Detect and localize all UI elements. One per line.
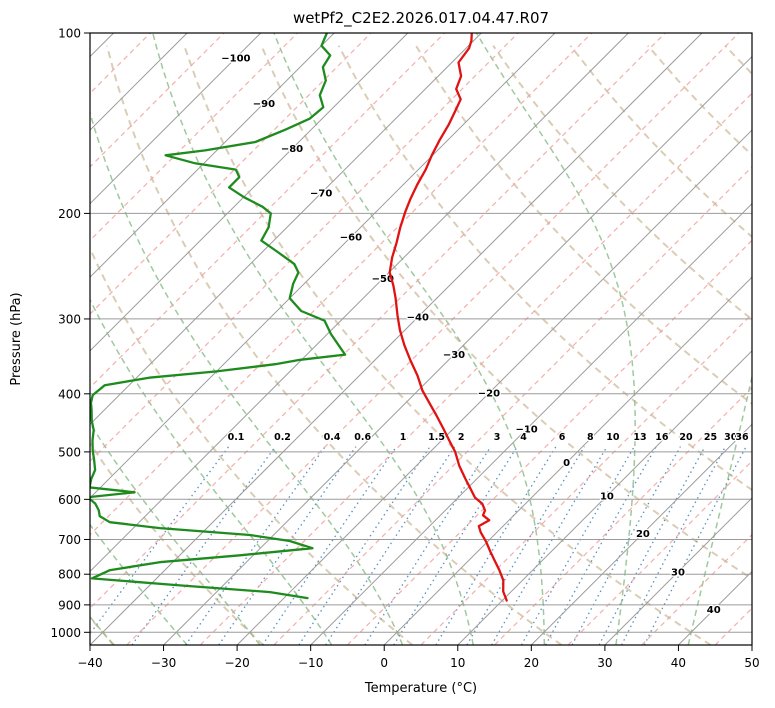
isotherm-label: −80 (281, 144, 303, 155)
x-tick-label: 50 (744, 656, 759, 670)
isotherm-label: −50 (372, 274, 394, 285)
isotherm-label: 30 (671, 567, 685, 578)
chart-title: wetPf2_C2E2.2026.017.04.47.R07 (293, 9, 549, 28)
generated-layers: −100−90−80−70−60−50−40−30−20−10010203040… (50, 27, 759, 671)
x-tick-label: −10 (298, 656, 323, 670)
y-tick-label: 500 (58, 445, 81, 459)
mixing-ratio-label: 1 (400, 432, 407, 443)
dewpoint-profile-line (90, 33, 347, 600)
moist-adiabats (90, 33, 752, 645)
isotherm-label: 0 (563, 458, 570, 469)
mixing-ratio-label: 6 (559, 432, 566, 443)
isotherm-label: −60 (340, 233, 362, 244)
x-tick-label: 30 (597, 656, 612, 670)
y-tick-label: 900 (58, 598, 81, 612)
mixing-ratio-label: 0.2 (274, 432, 291, 443)
mixing-ratio-label: 20 (679, 432, 693, 443)
mixing-ratio-label: 10 (606, 432, 620, 443)
pressure-gridlines (90, 33, 752, 633)
mixing-ratio-label: 0.4 (324, 432, 341, 443)
mixing-ratio-label: 0.1 (228, 432, 245, 443)
temperature-profile-line (388, 33, 508, 602)
isotherm-label: −70 (310, 189, 332, 200)
mixing-ratio-label: 4 (520, 432, 527, 443)
y-axis-label: Pressure (hPa) (9, 292, 24, 385)
isotherm-label: −20 (478, 389, 500, 400)
isotherm-label: 10 (600, 491, 614, 502)
isotherms-dashed (90, 33, 752, 645)
isotherm-label: 40 (707, 605, 721, 616)
isotherms-solid (90, 33, 752, 645)
y-tick-label: 200 (58, 207, 81, 221)
isotherm-label: −90 (253, 99, 275, 110)
mixing-ratio-label: 0.6 (354, 432, 371, 443)
x-tick-label: 10 (450, 656, 465, 670)
mixing-ratio-label: 13 (633, 432, 646, 443)
x-tick-label: −20 (224, 656, 249, 670)
mixing-ratio-label: 25 (704, 432, 717, 443)
y-tick-label: 400 (58, 387, 81, 401)
y-tick-label: 800 (58, 568, 81, 582)
mixing-ratio-label: 30 (724, 432, 738, 443)
y-tick-label: 600 (58, 493, 81, 507)
y-tick-label: 700 (58, 533, 81, 547)
mixing-ratio-label: 16 (655, 432, 669, 443)
y-tick-label: 300 (58, 312, 81, 326)
x-tick-label: 20 (524, 656, 539, 670)
x-axis-label: Temperature (°C) (364, 681, 477, 696)
mixing-ratio-lines (90, 446, 747, 645)
isotherm-label: 20 (636, 529, 650, 540)
x-tick-label: −40 (77, 656, 102, 670)
isotherm-label: −10 (515, 425, 537, 436)
mixing-ratio-label: 36 (735, 432, 749, 443)
isotherm-label: −100 (221, 53, 250, 64)
isotherm-label: −30 (443, 350, 465, 361)
x-tick-label: 0 (380, 656, 388, 670)
mixing-ratio-label: 1.5 (428, 432, 445, 443)
mixing-ratio-label: 8 (587, 432, 594, 443)
sounding-profiles (90, 33, 508, 602)
isotherm-label: −40 (407, 313, 429, 324)
x-tick-label: 40 (671, 656, 686, 670)
mixing-ratio-label: 2 (458, 432, 465, 443)
y-tick-label: 1000 (50, 626, 81, 640)
y-tick-label: 100 (58, 27, 81, 41)
plot-area: −100−90−80−70−60−50−40−30−20−10010203040… (90, 33, 752, 645)
x-tick-label: −30 (151, 656, 176, 670)
mixing-ratio-label: 3 (494, 432, 501, 443)
